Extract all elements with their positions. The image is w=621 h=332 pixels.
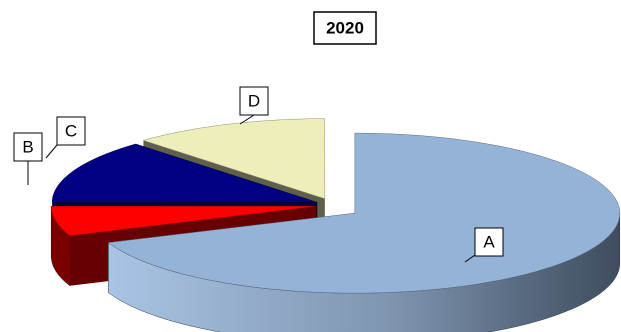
label-box xyxy=(474,227,504,257)
slice-label: B xyxy=(22,137,33,156)
pie xyxy=(50,118,621,332)
slice xyxy=(142,118,326,200)
label-box xyxy=(239,86,269,116)
slice-label: A xyxy=(483,232,495,251)
title-box xyxy=(313,11,377,45)
chart-title: 2020 xyxy=(326,18,364,37)
leader-line xyxy=(45,144,58,159)
label-box xyxy=(13,132,43,162)
slice xyxy=(50,206,317,236)
slice xyxy=(51,143,318,203)
leader-line xyxy=(239,114,255,125)
leader-line xyxy=(464,254,476,263)
label-box xyxy=(56,116,86,146)
slice-label: D xyxy=(248,91,260,110)
slice-label: C xyxy=(65,121,77,140)
